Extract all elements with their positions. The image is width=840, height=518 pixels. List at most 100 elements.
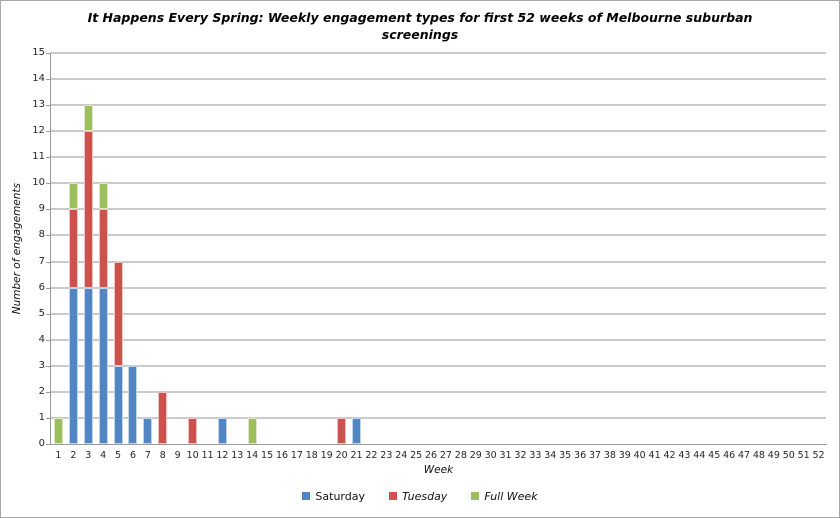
y-axis-tick-label: 5 (38, 307, 45, 319)
bar-week-14-full-week (247, 417, 257, 444)
bar-week-4-saturday (98, 287, 108, 444)
bar-week-20-tuesday (337, 417, 347, 444)
x-axis-tick-label: 14 (246, 450, 259, 461)
y-axis-tick (46, 235, 51, 237)
x-axis-tick-label: 39 (618, 450, 631, 461)
legend: Saturday Tuesday Full Week (1, 487, 839, 505)
x-axis-tick-label: 17 (290, 450, 303, 461)
x-axis-tick-label: 47 (737, 450, 751, 461)
y-axis-tick-label: 7 (38, 255, 45, 267)
x-axis-tick-label: 15 (261, 450, 274, 461)
y-axis-tick (46, 339, 51, 341)
y-axis-tick-label: 4 (38, 333, 45, 345)
x-axis-tick-label: 45 (708, 450, 721, 461)
x-axis-tick-label: 34 (544, 450, 557, 461)
x-axis-tick-label: 44 (693, 450, 706, 461)
chart-title-text: It Happens Every Spring: Weekly engageme… (87, 10, 753, 42)
y-axis-tick (46, 365, 51, 367)
y-axis-tick (46, 183, 51, 185)
gridline (51, 156, 826, 159)
x-axis-tick-label: 42 (663, 450, 676, 461)
gridline (51, 416, 826, 419)
y-axis-tick-label: 1 (38, 411, 45, 423)
x-axis-tick-label: 49 (767, 450, 780, 461)
y-axis-tick (46, 417, 51, 419)
gridline (51, 182, 826, 185)
y-axis-tick (46, 261, 51, 263)
x-axis-tick-label: 20 (335, 450, 348, 461)
y-axis-tick-label: 12 (32, 125, 45, 137)
y-axis-tick-label: 3 (38, 359, 45, 371)
x-axis-tick-label: 13 (231, 450, 244, 461)
x-axis-tick-label: 33 (529, 450, 542, 461)
bar-week-1-full-week (53, 417, 63, 444)
y-axis-tick (46, 209, 51, 211)
y-axis-tick (46, 444, 51, 445)
y-axis-tick (46, 313, 51, 315)
x-axis-tick-label: 21 (350, 450, 363, 461)
bar-week-10-tuesday (188, 417, 198, 444)
x-axis-tick-label: 31 (499, 450, 512, 461)
x-axis-tick-label: 6 (129, 450, 136, 461)
x-axis-tick-label: 25 (410, 450, 423, 461)
y-axis-tick-label: 0 (38, 438, 45, 449)
legend-swatch-icon (389, 492, 397, 500)
gridline (51, 130, 826, 133)
legend-item-tuesday: Tuesday (389, 490, 447, 503)
legend-item-saturday: Saturday (302, 490, 365, 503)
gridline (51, 338, 826, 341)
x-axis-tick-label: 24 (395, 450, 408, 461)
x-axis-tick-label: 7 (144, 450, 151, 461)
bar-week-4-full-week (98, 183, 108, 210)
x-axis-tick-label: 19 (320, 450, 333, 461)
legend-label: Saturday (315, 489, 365, 503)
x-axis-tick-label: 36 (574, 450, 587, 461)
y-axis-line (50, 53, 51, 445)
x-axis-tick-label: 23 (380, 450, 393, 461)
bar-week-2-tuesday (68, 209, 78, 288)
bar-week-2-saturday (68, 287, 78, 444)
x-axis-tick-label: 29 (469, 450, 482, 461)
bar-week-3-full-week (83, 105, 93, 132)
y-axis-tick (46, 105, 51, 107)
gridline (51, 52, 826, 54)
y-axis-tick (46, 131, 51, 133)
x-axis-title: Week (423, 464, 454, 476)
x-axis-tick-label: 9 (174, 450, 181, 461)
gridline (51, 312, 826, 315)
y-axis-tick-label: 13 (32, 99, 45, 111)
bar-week-3-saturday (83, 287, 93, 444)
x-axis-tick-label: 41 (648, 450, 661, 461)
bar-week-4-tuesday (98, 209, 108, 288)
bar-week-8-tuesday (158, 391, 168, 444)
plot-area (51, 53, 826, 444)
x-axis-tick-label: 38 (603, 450, 616, 461)
x-axis-tick-label: 40 (633, 450, 646, 461)
legend-swatch-icon (471, 492, 480, 500)
bar-week-6-saturday (128, 365, 138, 444)
x-axis-tick-label: 4 (100, 450, 107, 461)
y-axis-tick-label: 8 (38, 229, 45, 241)
y-axis-tick (46, 287, 51, 289)
gridline (51, 104, 826, 107)
x-axis-line (50, 444, 827, 445)
y-axis-tick-label: 6 (38, 281, 45, 293)
y-axis-tick-label: 9 (38, 203, 45, 215)
x-axis-tick-label: 51 (797, 450, 810, 461)
y-axis-tick (46, 79, 51, 81)
gridline (51, 78, 826, 81)
x-axis-tick-label: 18 (305, 450, 318, 461)
bar-week-5-saturday (113, 365, 123, 444)
x-axis-tick-label: 37 (588, 450, 602, 461)
gridline (51, 234, 826, 237)
x-axis-tick-label: 5 (115, 450, 122, 461)
x-axis-tick-label: 43 (678, 450, 691, 461)
gridline (51, 364, 826, 367)
y-axis-tick-label: 11 (32, 151, 45, 163)
gridline (51, 286, 826, 289)
bar-week-3-tuesday (83, 131, 93, 288)
bar-week-21-saturday (352, 417, 362, 444)
x-axis-tick-label: 16 (275, 450, 289, 461)
legend-label: Full Week (484, 489, 538, 503)
